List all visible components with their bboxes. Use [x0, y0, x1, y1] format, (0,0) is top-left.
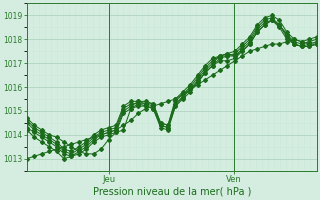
- X-axis label: Pression niveau de la mer( hPa ): Pression niveau de la mer( hPa ): [92, 187, 251, 197]
